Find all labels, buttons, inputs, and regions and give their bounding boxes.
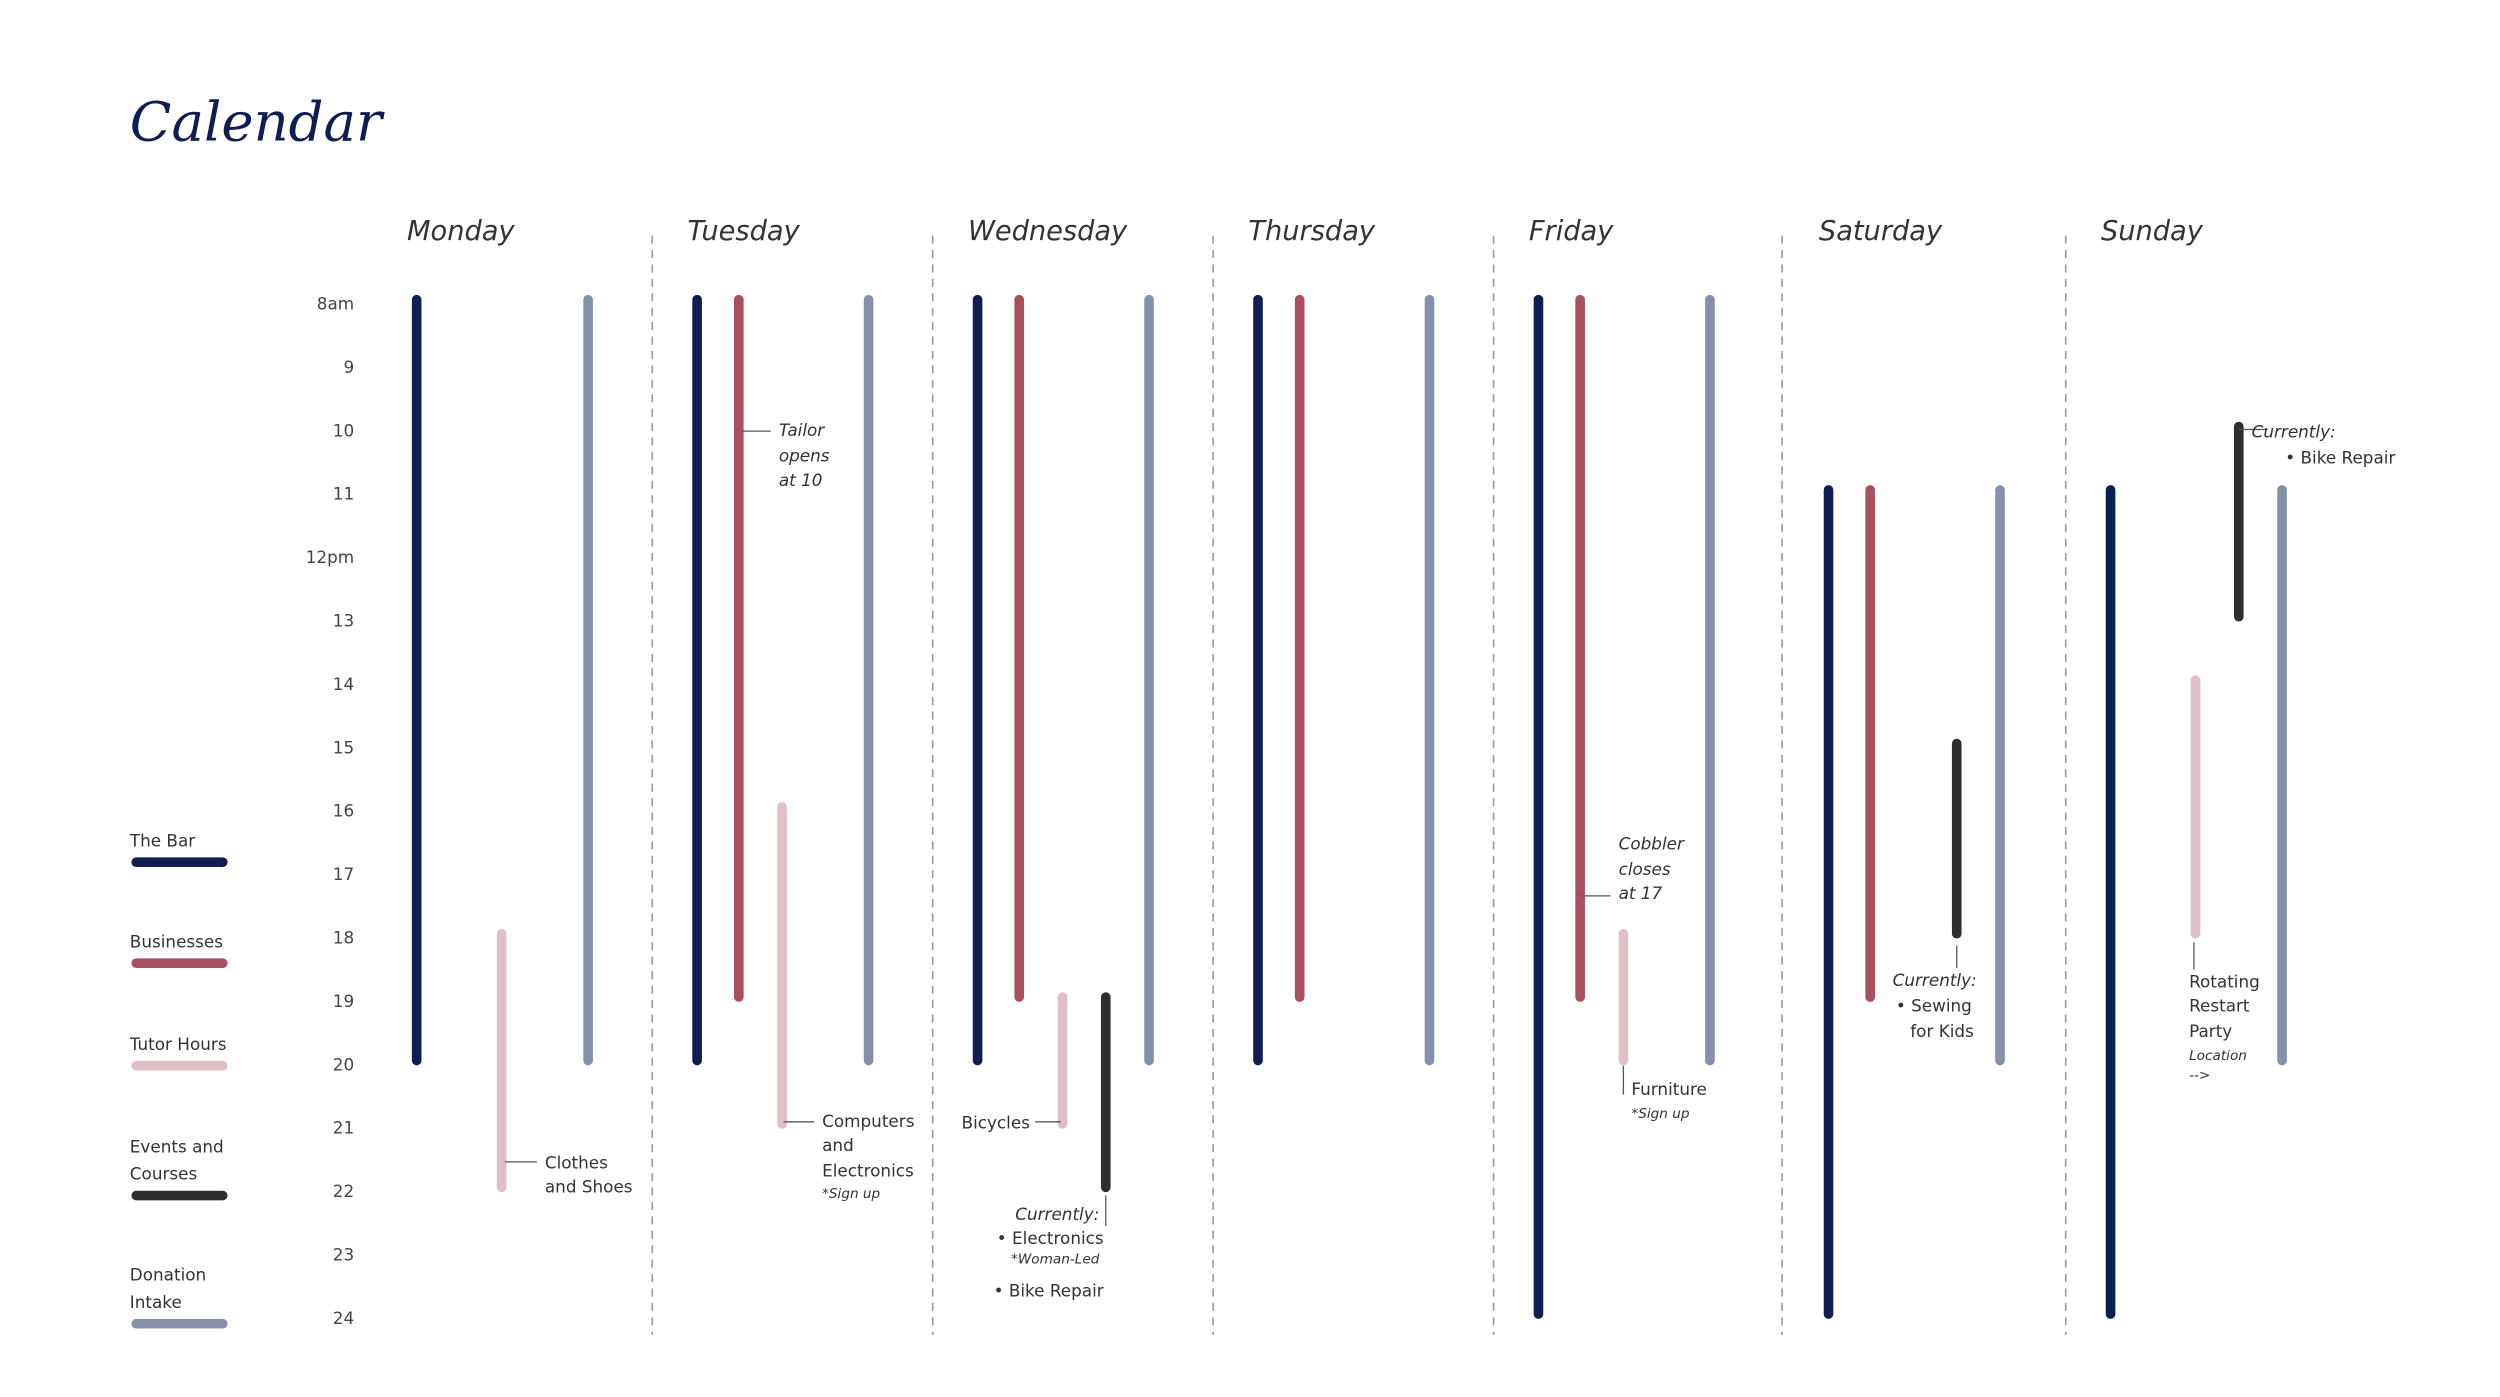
note-text: and Shoes [545, 1177, 633, 1197]
note-text: • Bike Repair [994, 1281, 1104, 1301]
note-text: --> [2189, 1067, 2210, 1083]
hour-label: 24 [333, 1308, 354, 1328]
note-text: Rotating [2189, 971, 2260, 991]
note-text: opens [779, 446, 830, 466]
page-title: Calendar [130, 90, 385, 154]
note-text: *Sign up [822, 1186, 880, 1202]
hour-label: 11 [333, 484, 354, 504]
hour-label: 17 [333, 864, 354, 884]
note-text: Tailor [779, 420, 825, 440]
day-name: Monday [407, 216, 515, 247]
day-name: Friday [1529, 216, 1614, 247]
hour-label: 22 [333, 1181, 354, 1201]
hour-label: 16 [333, 801, 354, 821]
hour-label: 15 [333, 737, 354, 757]
note-text: Restart [2189, 995, 2250, 1015]
note-text: closes [1619, 859, 1671, 879]
hour-label: 18 [333, 928, 354, 948]
note-text: and [822, 1135, 854, 1155]
hour-label: 19 [333, 991, 354, 1011]
note-text: at 17 [1619, 883, 1663, 903]
legend-label: Intake [130, 1292, 182, 1312]
day-name: Wednesday [968, 216, 1128, 247]
note-text: Furniture [1631, 1079, 1706, 1099]
note-text: • Electronics [997, 1228, 1104, 1248]
legend-label: Events and [130, 1136, 224, 1156]
note-text: Currently: [2252, 422, 2336, 442]
legend-label: Businesses [130, 931, 223, 951]
note-text: *Woman-Led [1011, 1252, 1100, 1268]
day-name: Sunday [2101, 216, 2204, 247]
hour-label: 14 [333, 674, 354, 694]
note-text: at 10 [779, 470, 823, 490]
hour-label: 21 [333, 1118, 354, 1138]
hour-label: 10 [333, 420, 354, 440]
note-text: Cobbler [1619, 834, 1685, 854]
hour-label: 8am [317, 294, 354, 314]
legend-label: Courses [130, 1164, 197, 1184]
hour-label: 12pm [306, 547, 354, 567]
note-text: *Sign up [1631, 1106, 1689, 1122]
legend-label: The Bar [129, 830, 195, 850]
hour-label: 23 [333, 1245, 354, 1265]
note-text: Computers [822, 1111, 914, 1131]
note-text: for Kids [1910, 1021, 1974, 1041]
note-text: • Sewing [1896, 995, 1972, 1015]
hour-label: 20 [333, 1054, 354, 1074]
legend-label: Donation [130, 1265, 206, 1285]
day-name: Saturday [1819, 216, 1943, 247]
note-text: Currently: [1015, 1204, 1099, 1224]
day-name: Tuesday [688, 216, 801, 247]
note-text: Currently: [1893, 970, 1977, 990]
note-text: Electronics [822, 1160, 914, 1180]
legend-label: Tutor Hours [129, 1034, 227, 1054]
note-text: • Bike Repair [2285, 447, 2395, 467]
hour-label: 13 [333, 611, 354, 631]
hour-label: 9 [343, 357, 354, 377]
note-text: Location [2189, 1048, 2247, 1064]
day-name: Thursday [1248, 216, 1376, 247]
note-text: Party [2189, 1021, 2232, 1041]
note-text: Bicycles [962, 1112, 1030, 1132]
note-text: Clothes [545, 1152, 608, 1172]
